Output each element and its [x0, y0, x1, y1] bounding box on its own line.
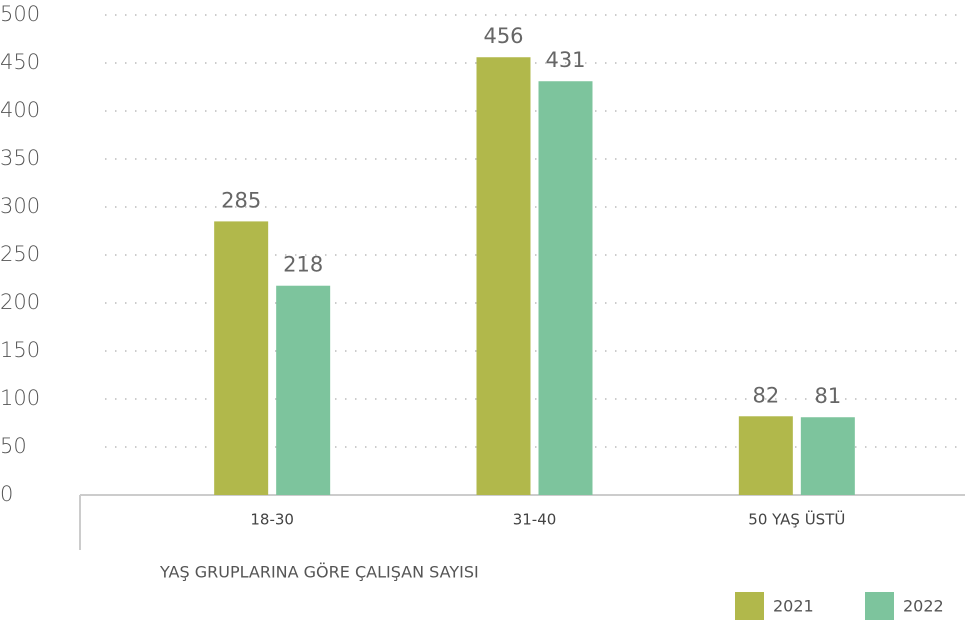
- value-label: 82: [752, 383, 779, 407]
- bar: [738, 416, 793, 495]
- x-tick-label: 50 YAŞ ÜSTÜ: [748, 510, 845, 529]
- y-tick-label: 300: [0, 194, 40, 218]
- y-tick-label: 500: [0, 2, 40, 26]
- value-label: 431: [545, 48, 585, 72]
- y-tick-label: 200: [0, 290, 40, 314]
- value-label: 218: [283, 253, 323, 277]
- x-axis-title: YAŞ GRUPLARINA GÖRE ÇALIŞAN SAYISI: [159, 563, 479, 582]
- value-label: 81: [814, 384, 841, 408]
- x-tick-label: 18-30: [250, 511, 294, 529]
- bar: [276, 285, 331, 495]
- y-tick-label: 350: [0, 146, 40, 170]
- y-tick-label: 100: [0, 386, 40, 410]
- y-tick-label: 250: [0, 242, 40, 266]
- legend-label: 2022: [903, 597, 944, 616]
- y-tick-label: 450: [0, 50, 40, 74]
- x-tick-label: 31-40: [513, 511, 557, 529]
- y-tick-label: 400: [0, 98, 40, 122]
- y-tick-label: 50: [0, 434, 27, 458]
- legend-swatch: [735, 592, 764, 620]
- legend-swatch: [865, 592, 894, 620]
- bar: [476, 57, 531, 496]
- bar: [800, 417, 855, 495]
- legend-label: 2021: [773, 597, 814, 616]
- value-label: 456: [483, 24, 523, 48]
- value-label: 285: [221, 188, 261, 212]
- y-tick-label: 150: [0, 338, 40, 362]
- y-tick-label: 0: [0, 482, 13, 506]
- bar: [214, 221, 269, 495]
- bar: [538, 81, 593, 496]
